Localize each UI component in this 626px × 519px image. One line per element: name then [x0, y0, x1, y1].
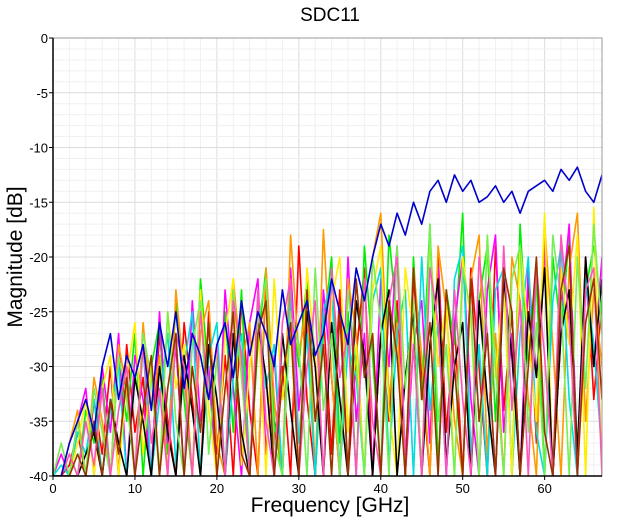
x-tick-label: 0 [49, 481, 56, 496]
y-tick-label: -10 [29, 141, 48, 156]
x-tick-label: 50 [455, 481, 469, 496]
y-tick-label: -25 [29, 305, 48, 320]
y-tick-label: -20 [29, 250, 48, 265]
x-tick-label: 60 [537, 481, 551, 496]
series-line-10 [53, 245, 602, 476]
y-tick-label: -5 [36, 86, 48, 101]
x-tick-label: 40 [374, 481, 388, 496]
x-axis-label: Frequency [GHz] [251, 494, 410, 517]
y-tick-label: -40 [29, 469, 48, 484]
series-group [53, 166, 602, 476]
ticks: 0 10 20 30 40 50 60 0 -5 -10 -15 -20 -25 -30 -35 -40 [29, 31, 552, 496]
x-tick-label: 10 [128, 481, 142, 496]
y-tick-label: 0 [41, 31, 48, 46]
x-tick-label: 20 [210, 481, 224, 496]
y-tick-label: -30 [29, 360, 48, 375]
x-tick-label: 30 [292, 481, 306, 496]
series-line-0 [53, 166, 602, 476]
chart-title: SDC11 [300, 5, 360, 26]
y-tick-label: -15 [29, 195, 48, 210]
y-tick-label: -35 [29, 414, 48, 429]
y-axis-label: Magnitude [dB] [4, 186, 27, 327]
